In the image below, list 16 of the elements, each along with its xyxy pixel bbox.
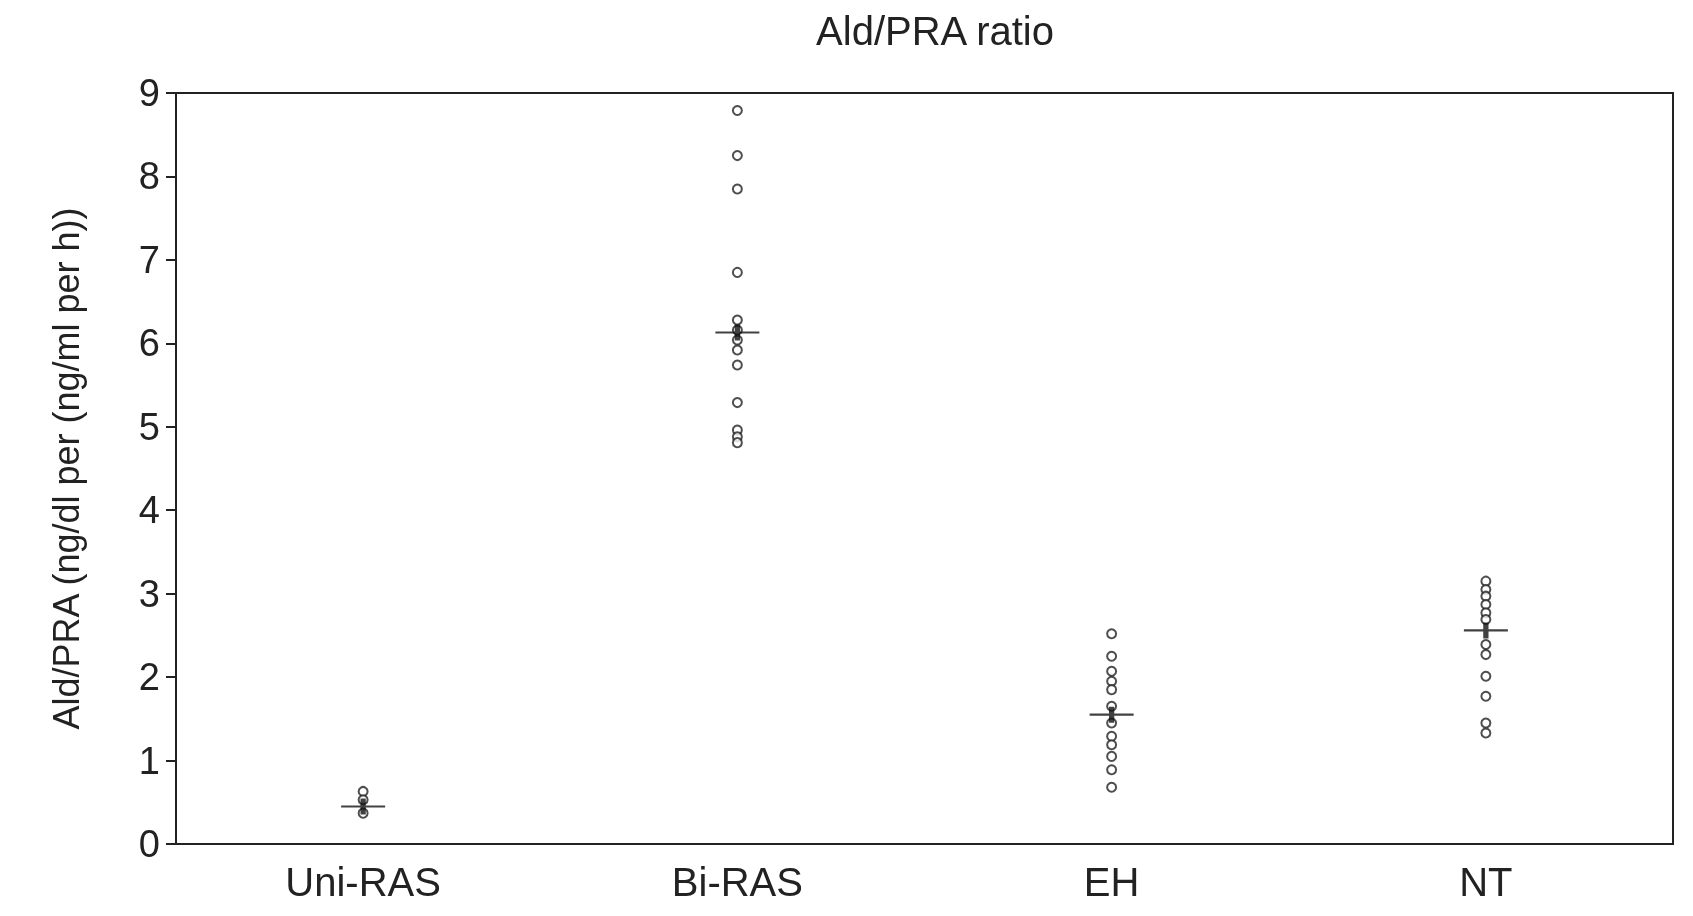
x-tick-label: NT [1459,860,1513,904]
y-tick-label: 2 [138,656,160,699]
y-tick-label: 5 [138,405,160,448]
y-axis-title: Ald/PRA (ng/dl per (ng/ml per h)) [45,207,87,730]
x-tick-label: EH [1083,860,1140,904]
y-tick-label: 0 [138,823,160,865]
y-tick-label: 8 [138,155,160,198]
y-tick-label: 6 [138,322,160,365]
y-tick-label: 9 [138,72,160,114]
y-tick-label: 3 [138,572,160,615]
x-tick-label: Uni-RAS [285,860,441,904]
y-tick-label: 4 [138,489,160,532]
chart-title: Ald/PRA ratio [816,9,1054,53]
x-tick-label: Bi-RAS [671,860,803,904]
y-tick-label: 7 [138,238,160,281]
y-tick-label: 1 [138,739,160,782]
